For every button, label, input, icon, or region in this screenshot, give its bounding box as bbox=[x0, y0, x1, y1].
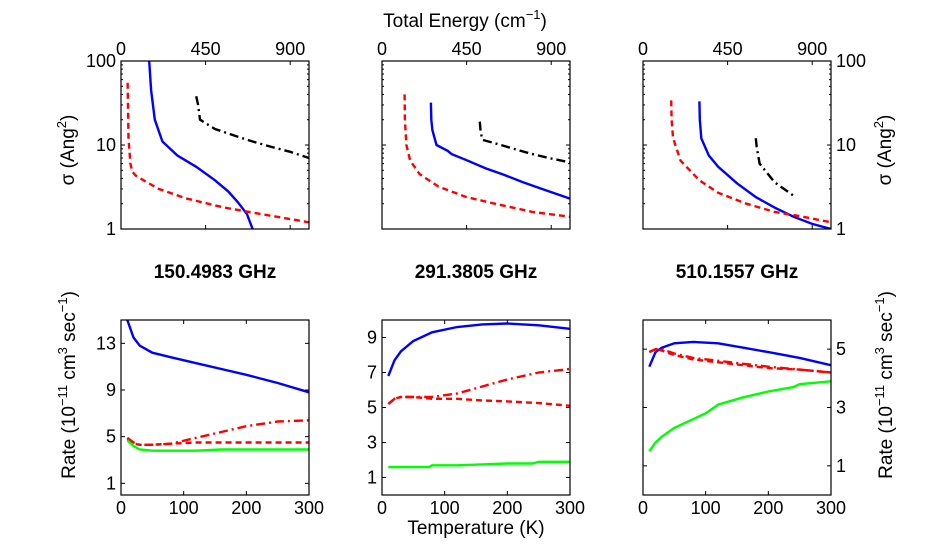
rate-2-series-red-dashed bbox=[387, 395, 570, 407]
cross-section-1-axes-frame bbox=[120, 60, 310, 230]
cross-section-1-ytick-label: 10 bbox=[96, 135, 116, 155]
cross-section-2-series-black bbox=[478, 121, 570, 164]
rate-label-right: Rate (10−11 cm3 sec−1) bbox=[872, 291, 897, 479]
rate-2-ytick-label: 9 bbox=[367, 328, 377, 348]
rate-3-xtick-label: 300 bbox=[816, 498, 846, 518]
rate-3-ytick-label: 1 bbox=[836, 456, 846, 476]
cross-section-1-panel: 0 450 900 1 10 100 bbox=[86, 39, 310, 239]
rate-2-title: 291.3805 GHz bbox=[415, 262, 538, 283]
cross-section-2-axes-frame bbox=[381, 60, 571, 230]
cross-section-1-series-blue bbox=[148, 61, 254, 229]
cross-section-3-panel: 0 450 900 1 10 100 bbox=[638, 39, 866, 239]
rate-2-series-blue bbox=[387, 322, 570, 377]
cross-section-1-xtick-label: 450 bbox=[191, 39, 221, 59]
rate-1-title: 150.4983 GHz bbox=[154, 262, 277, 283]
rate-3-series-green bbox=[648, 380, 831, 452]
rate-3-series-blue bbox=[648, 340, 831, 368]
rate-1-xtick-label: 100 bbox=[169, 498, 199, 518]
bottom-xlabel: Temperature (K) bbox=[407, 518, 544, 539]
cross-section-1-xtick-label: 0 bbox=[116, 39, 126, 59]
sigma-label-left: σ (Ang2) bbox=[54, 115, 79, 186]
cross-section-3-ytick-label: 1 bbox=[836, 219, 846, 239]
rate-3-panel: 0 100 200 300 1 3 5 510.1557 GHz bbox=[638, 262, 846, 518]
cross-section-3-series-black bbox=[754, 138, 795, 197]
rate-3-ytick-label: 3 bbox=[836, 398, 846, 418]
cross-section-3-xtick-label: 450 bbox=[713, 39, 743, 59]
rate-1-series-red-dashdot bbox=[126, 419, 309, 446]
sigma-label-right: σ (Ang2) bbox=[871, 115, 896, 186]
cross-section-1-series-red bbox=[126, 82, 309, 224]
rate-2-ytick-label: 5 bbox=[367, 398, 377, 418]
rate-2-xtick-label: 0 bbox=[377, 498, 387, 518]
rate-2-xtick-label: 200 bbox=[492, 498, 522, 518]
rate-3-title: 510.1557 GHz bbox=[676, 262, 799, 283]
rate-2-axes-frame bbox=[381, 319, 571, 496]
cross-section-2-series-blue bbox=[429, 102, 570, 200]
rate-1-xtick-label: 0 bbox=[116, 498, 126, 518]
cross-section-2-xtick-label: 0 bbox=[377, 39, 387, 59]
rate-1-ytick-label: 13 bbox=[96, 333, 116, 353]
cross-section-2-xtick-label: 900 bbox=[536, 39, 566, 59]
rate-3-xtick-label: 200 bbox=[753, 498, 783, 518]
rate-1-ytick-label: 9 bbox=[106, 380, 116, 400]
rate-1-ytick-label: 1 bbox=[106, 473, 116, 493]
cross-section-3-ytick-label: 100 bbox=[836, 51, 866, 71]
rate-3-xtick-label: 100 bbox=[691, 498, 721, 518]
rate-label-left: Rate (10−11 cm3 sec−1) bbox=[55, 291, 80, 479]
cross-section-3-series-blue bbox=[698, 101, 831, 229]
rate-3-series-red-dashed bbox=[648, 347, 831, 374]
rate-3-series-red-dashdot bbox=[648, 348, 831, 374]
rate-1-xtick-label: 300 bbox=[294, 498, 324, 518]
rate-1-series-green bbox=[126, 439, 309, 452]
rate-2-ytick-label: 7 bbox=[367, 363, 377, 383]
cross-section-3-xtick-label: 900 bbox=[797, 39, 827, 59]
rate-2-panel: 0 100 200 300 1 3 5 7 9 291.3805 GHz bbox=[367, 262, 585, 518]
rate-1-xtick-label: 200 bbox=[231, 498, 261, 518]
cross-section-3-xtick-label: 0 bbox=[638, 39, 648, 59]
rate-2-ytick-label: 1 bbox=[367, 468, 377, 488]
rate-1-series-red-dashed bbox=[126, 438, 309, 446]
cross-section-3-ytick-label: 10 bbox=[836, 135, 856, 155]
cross-section-3-series-red bbox=[670, 100, 831, 224]
rate-3-xtick-label: 0 bbox=[638, 498, 648, 518]
rate-2-series-red-dashdot bbox=[387, 367, 570, 405]
cross-section-1-ytick-label: 100 bbox=[86, 51, 116, 71]
rate-1-axes-frame bbox=[120, 319, 310, 496]
rate-1-series-blue bbox=[126, 320, 309, 394]
cross-section-2-panel: 0 450 900 bbox=[377, 39, 571, 230]
rate-3-ytick-label: 5 bbox=[836, 339, 846, 359]
top-xlabel: Total Energy (cm−1) bbox=[383, 7, 547, 32]
rate-2-xtick-label: 100 bbox=[430, 498, 460, 518]
cross-section-2-xtick-label: 450 bbox=[452, 39, 482, 59]
rate-2-series-green bbox=[388, 460, 570, 469]
cross-section-1-xtick-label: 900 bbox=[275, 39, 305, 59]
cross-section-1-series-black bbox=[195, 96, 309, 160]
cross-section-1-ytick-label: 1 bbox=[106, 219, 116, 239]
rate-2-ytick-label: 3 bbox=[367, 433, 377, 453]
rate-1-panel: 0 100 200 300 1 5 9 13 150.4983 GHz bbox=[96, 262, 324, 518]
cross-section-2-series-red bbox=[403, 94, 570, 218]
cross-section-3-axes-frame bbox=[642, 60, 832, 230]
rate-2-xtick-label: 300 bbox=[555, 498, 585, 518]
rate-1-ytick-label: 5 bbox=[106, 427, 116, 447]
